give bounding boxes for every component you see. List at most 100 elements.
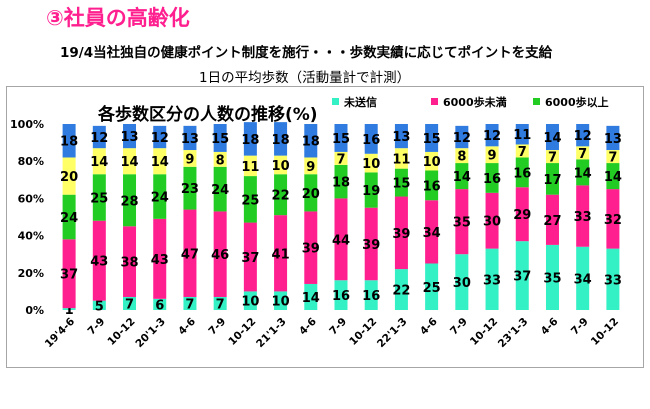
y-tick-label: 20% — [18, 267, 44, 280]
bar-segment — [304, 124, 318, 158]
bar-segment — [153, 174, 167, 219]
x-tick-label: 10-12 — [105, 316, 137, 348]
bar-segment — [334, 124, 348, 152]
bar-segment — [364, 280, 378, 310]
y-tick-label: 60% — [18, 192, 44, 205]
bar-data-label: 10 — [241, 295, 259, 310]
bar-segment — [515, 124, 529, 145]
bar-segment — [455, 148, 469, 164]
bar-data-label: 34 — [423, 226, 441, 241]
bar-segment — [304, 174, 318, 212]
bar-data-label: 20 — [302, 187, 320, 202]
bar-data-label: 37 — [241, 251, 259, 266]
bar-segment — [213, 296, 227, 310]
bar-data-label: 24 — [211, 183, 229, 198]
bar-data-label: 7 — [578, 147, 587, 162]
bar-data-label: 7 — [518, 145, 527, 160]
bar-data-label: 47 — [181, 247, 199, 262]
y-tick-label: 40% — [18, 230, 44, 243]
bar-segment — [92, 174, 106, 221]
bar-data-label: 7 — [548, 151, 557, 166]
bar-data-label: 17 — [543, 173, 561, 188]
bar-data-label: 37 — [513, 270, 531, 285]
bar-segment — [455, 125, 469, 149]
bar-data-label: 25 — [90, 191, 108, 206]
bar-data-label: 18 — [241, 133, 259, 148]
bar-data-label: 18 — [302, 135, 320, 150]
x-tick-label: 10-12 — [468, 316, 500, 348]
bar-segment — [334, 198, 348, 281]
bar-segment — [485, 248, 499, 310]
bar-data-label: 7 — [125, 297, 134, 312]
bar-segment — [515, 157, 529, 188]
bar-data-label: 24 — [60, 211, 78, 226]
x-tick-label: 20'1-3 — [133, 316, 168, 351]
bar-segment — [123, 174, 137, 227]
bar-segment — [425, 151, 439, 171]
bar-segment — [394, 168, 408, 197]
stacked-bar-chart: 各歩数区分の人数の推移(%) 未送信 6000歩未満 6000歩以上 0% 20% 40… — [10, 95, 622, 351]
bar-segment — [62, 157, 76, 195]
bar-data-label: 35 — [543, 271, 561, 286]
bar-data-label: 11 — [513, 128, 531, 143]
bar-data-label: 38 — [120, 256, 138, 271]
bar-data-label: 19 — [362, 184, 380, 199]
bar-segment — [485, 146, 499, 164]
x-tick-label: 22'1-3 — [375, 316, 410, 351]
bar-segment — [92, 300, 106, 310]
legend-swatch — [332, 98, 339, 105]
bar-data-label: 16 — [423, 179, 441, 194]
bar-data-label: 16 — [513, 166, 531, 181]
bar-data-label: 11 — [392, 152, 410, 167]
bar-data-label: 15 — [332, 132, 350, 147]
bar-segment — [576, 246, 590, 310]
legend-label: 6000歩未満 — [443, 95, 507, 109]
bar-series: 1372420185432514127382814136432414127472… — [60, 122, 622, 318]
bar-segment — [545, 244, 559, 310]
x-tick-label: 7-9 — [448, 316, 470, 338]
bar-data-label: 30 — [483, 215, 501, 230]
legend-label: 6000歩以上 — [545, 95, 609, 109]
bar-segment — [364, 172, 378, 208]
bar-segment — [485, 124, 499, 147]
bar-data-label: 18 — [332, 176, 350, 191]
bar-segment — [153, 218, 167, 299]
bar-segment — [62, 239, 76, 309]
bar-segment — [92, 125, 106, 149]
bar-segment — [394, 148, 408, 169]
bar-segment — [243, 155, 257, 177]
bar-segment — [425, 170, 439, 201]
bar-data-label: 12 — [151, 131, 169, 146]
chart-frame — [6, 86, 644, 368]
bar-data-label: 8 — [216, 153, 225, 168]
bar-data-label: 7 — [216, 297, 225, 312]
bar-data-label: 16 — [362, 289, 380, 304]
x-tick-label: 21'1-3 — [254, 316, 289, 351]
bar-data-label: 22 — [272, 189, 290, 204]
bar-segment — [455, 163, 469, 190]
bar-data-label: 13 — [181, 132, 199, 147]
bar-segment — [274, 174, 288, 216]
bar-segment — [123, 124, 137, 149]
bar-data-label: 41 — [272, 247, 290, 262]
bar-segment — [92, 148, 106, 175]
bar-segment — [123, 226, 137, 297]
bar-data-label: 28 — [120, 194, 138, 209]
bar-segment — [606, 150, 620, 164]
bar-data-label: 33 — [604, 273, 622, 288]
bar-segment — [515, 241, 529, 310]
bar-data-label: 14 — [90, 155, 108, 170]
bar-segment — [606, 163, 620, 190]
bar-segment — [183, 150, 197, 167]
x-tick-label: 7-9 — [86, 316, 108, 338]
bar-data-label: 44 — [332, 233, 350, 248]
bar-segment — [394, 196, 408, 270]
bar-segment — [274, 215, 288, 292]
bar-segment — [123, 296, 137, 310]
bar-segment — [545, 124, 559, 151]
bar-data-label: 14 — [543, 131, 561, 146]
bar-data-label: 29 — [513, 208, 531, 223]
x-tick-label: 10-12 — [226, 316, 258, 348]
y-axis: 0% 20% 40% 60% 80% 100% — [10, 118, 44, 317]
